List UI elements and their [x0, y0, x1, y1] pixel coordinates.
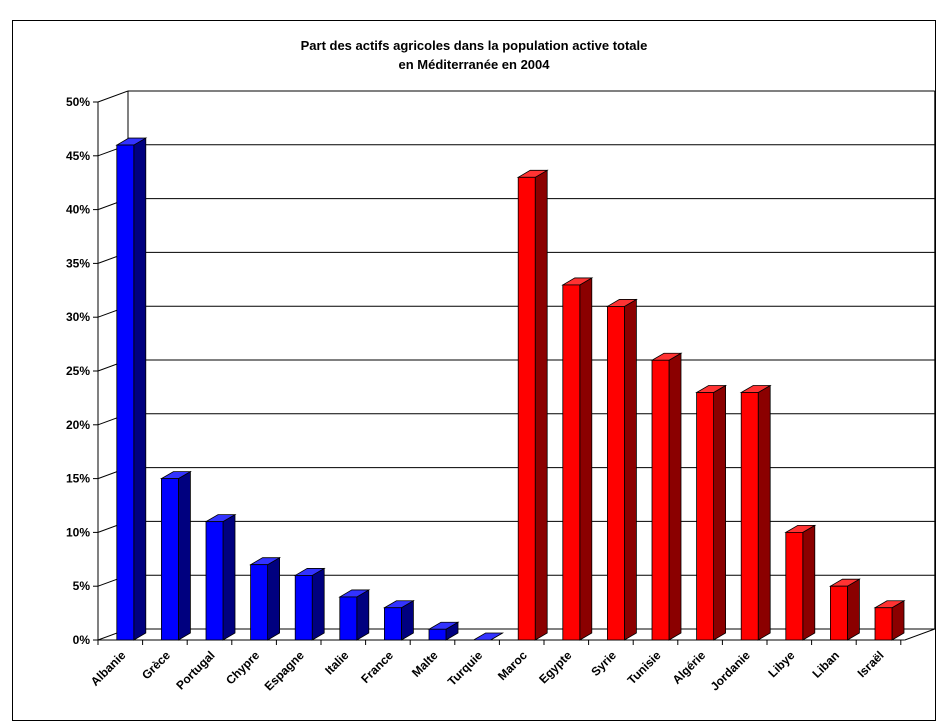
- bar-side-face: [534, 169, 548, 641]
- bar-side-face: [267, 556, 281, 641]
- bar-side-face: [802, 524, 816, 641]
- chart-title-line2: en Méditerranée en 2004: [398, 57, 550, 72]
- y-tick-label: 35%: [66, 256, 90, 270]
- x-tick-label: Malte: [409, 648, 441, 680]
- x-tick-label: Liban: [809, 648, 842, 681]
- bar: [472, 632, 505, 641]
- x-tick-label: Albanie: [88, 648, 129, 689]
- bar: [873, 600, 906, 641]
- bar-side-face: [847, 578, 860, 641]
- bar-front-face: [428, 628, 447, 641]
- bar: [695, 384, 728, 641]
- bar-side-face: [222, 513, 236, 641]
- x-tick-label: Jordanie: [708, 648, 753, 693]
- x-tick-label: Turquie: [445, 648, 486, 689]
- y-tick-label: 50%: [66, 95, 90, 109]
- bar: [159, 470, 192, 641]
- bar-side-face: [757, 384, 771, 641]
- bar-front-face: [339, 596, 358, 641]
- y-tick-label: 5%: [73, 579, 91, 593]
- bar: [605, 298, 638, 641]
- bar-side-face: [177, 470, 191, 641]
- y-tick-label: 10%: [66, 525, 90, 539]
- x-tick-label: Espagne: [262, 648, 307, 693]
- bar-front-face: [562, 284, 581, 641]
- bar-top-face: [472, 632, 505, 641]
- bar-side-face: [356, 589, 370, 641]
- bar-front-face: [383, 607, 402, 641]
- bar: [115, 137, 148, 641]
- bar: [828, 578, 861, 641]
- bar-front-face: [116, 144, 135, 641]
- y-tick-label: 15%: [66, 472, 90, 486]
- bar-front-face: [160, 478, 179, 641]
- bar-front-face: [740, 392, 759, 641]
- y-tick-label: 30%: [66, 310, 90, 324]
- x-tick-label: Italie: [322, 648, 351, 677]
- bar-front-face: [651, 359, 670, 641]
- bar: [739, 384, 772, 641]
- y-tick-labels: 0% 5% 10% 15% 20% 25% 30% 35% 40% 45% 50%: [66, 95, 90, 647]
- x-tick-labels: Albanie Grèce Portugal Chypre Espagne Italie F…: [88, 648, 887, 693]
- bar-side-face: [624, 298, 637, 641]
- bar-side-face: [668, 352, 682, 641]
- y-tick-label: 40%: [66, 203, 90, 217]
- bar-side-face: [579, 277, 593, 641]
- x-tick-label: Syrie: [588, 648, 619, 679]
- bar-front-face: [607, 306, 625, 641]
- bar: [293, 567, 326, 641]
- bars: [115, 137, 906, 641]
- y-tick-label: 25%: [66, 364, 90, 378]
- bar-side-face: [311, 567, 325, 641]
- bar-side-face: [713, 384, 726, 641]
- bar: [382, 600, 415, 641]
- bar: [561, 277, 594, 641]
- bar-front-face: [517, 176, 536, 641]
- bar-front-face: [785, 532, 804, 641]
- bar: [249, 556, 282, 641]
- gridline-diagonal: [97, 90, 129, 103]
- x-tick-label: Portugal: [173, 648, 217, 692]
- floor-right-edge: [904, 628, 935, 641]
- bar: [784, 524, 817, 641]
- bar-front-face: [205, 521, 224, 641]
- x-tick-label: Egypte: [536, 648, 574, 686]
- bar-front-face: [250, 564, 269, 641]
- bar: [650, 352, 683, 641]
- bar-front-face: [696, 392, 714, 641]
- y-tick-label: 0%: [73, 633, 91, 647]
- bar: [338, 589, 371, 641]
- bar-front-face: [830, 585, 848, 641]
- x-tick-label: Maroc: [495, 648, 530, 683]
- bar-front-face: [294, 575, 313, 641]
- x-tick-label: Grèce: [139, 648, 173, 682]
- bar-front-face: [874, 607, 893, 641]
- y-tick-label: 20%: [66, 418, 90, 432]
- bar: [427, 621, 460, 641]
- x-tick-label: Algérie: [670, 648, 709, 687]
- x-tick-label: Chypre: [223, 648, 262, 687]
- x-tick-label: Tunisie: [625, 648, 664, 687]
- chart-title-line1: Part des actifs agricoles dans la popula…: [300, 38, 648, 53]
- bar: [204, 513, 237, 641]
- bar-side-face: [133, 137, 147, 641]
- x-tick-label: France: [358, 648, 396, 686]
- y-tick-label: 45%: [66, 149, 90, 163]
- bar: [516, 169, 549, 641]
- x-tick-label: Israël: [855, 648, 887, 680]
- chart-title: Part des actifs agricoles dans la popula…: [12, 36, 936, 74]
- x-tick-label: Libye: [765, 648, 797, 680]
